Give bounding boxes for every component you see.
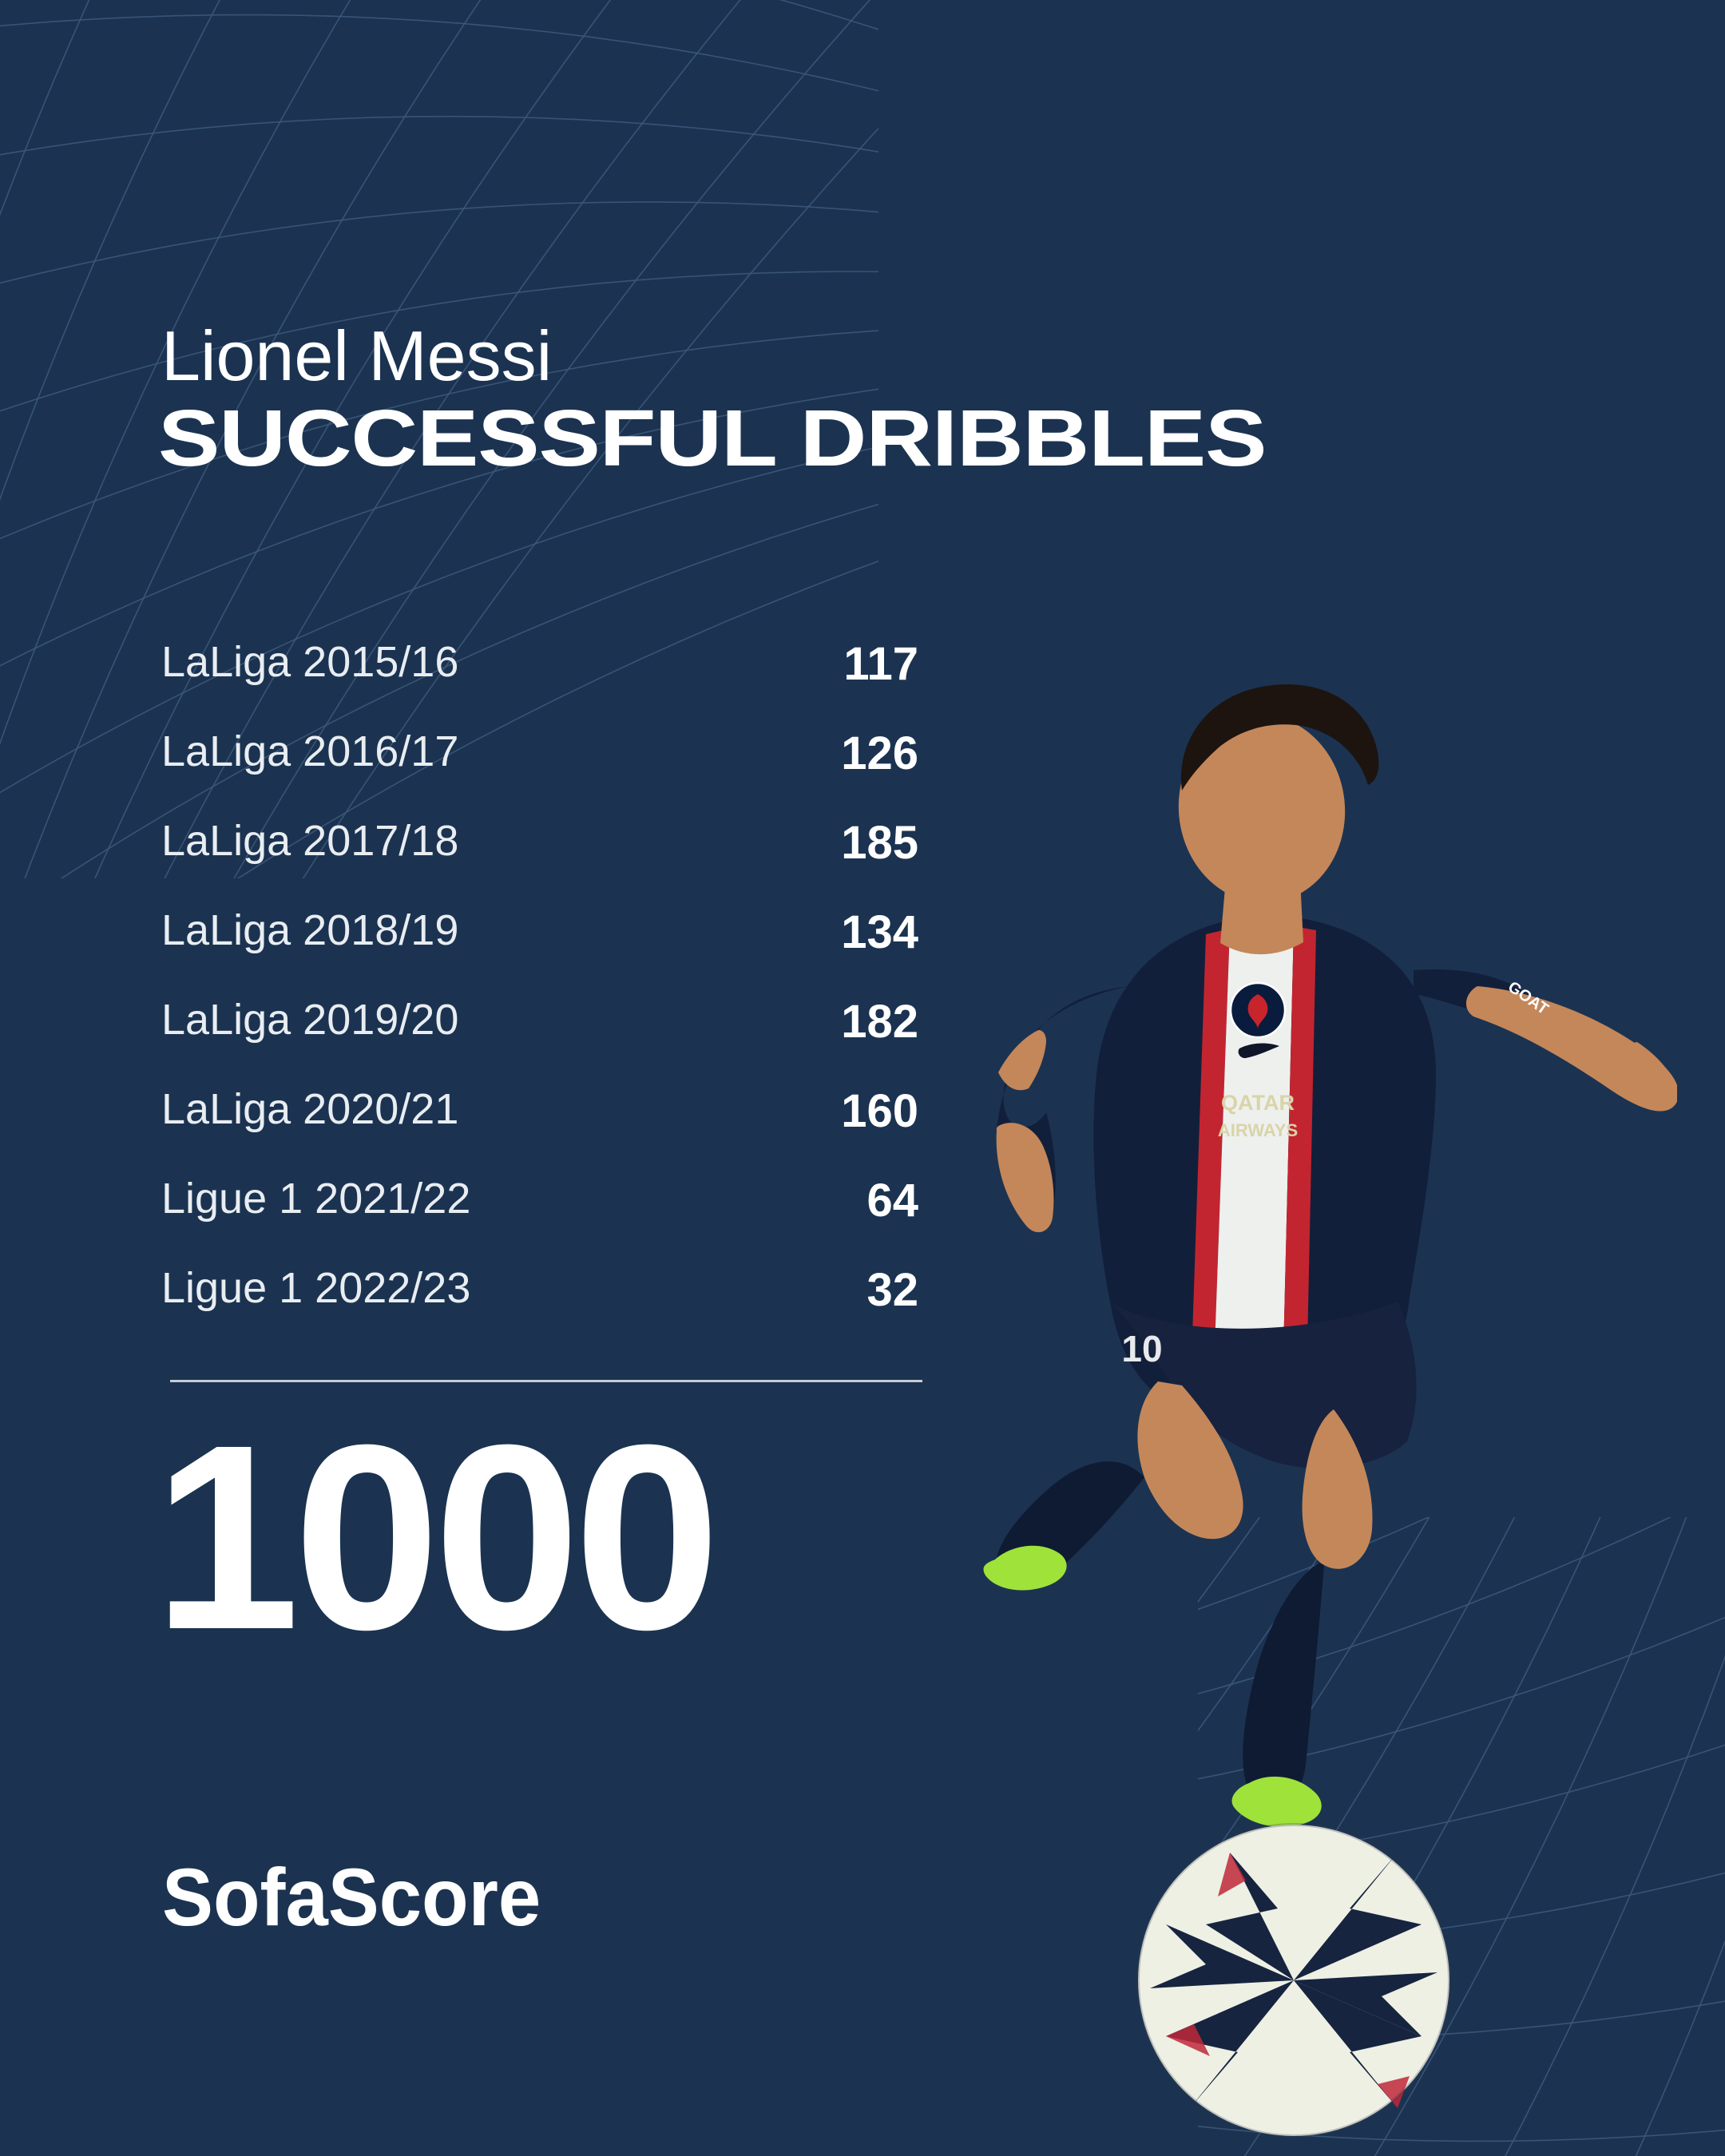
svg-text:10: 10	[1121, 1328, 1162, 1369]
svg-text:AIRWAYS: AIRWAYS	[1218, 1120, 1298, 1140]
svg-text:QATAR: QATAR	[1221, 1091, 1295, 1115]
